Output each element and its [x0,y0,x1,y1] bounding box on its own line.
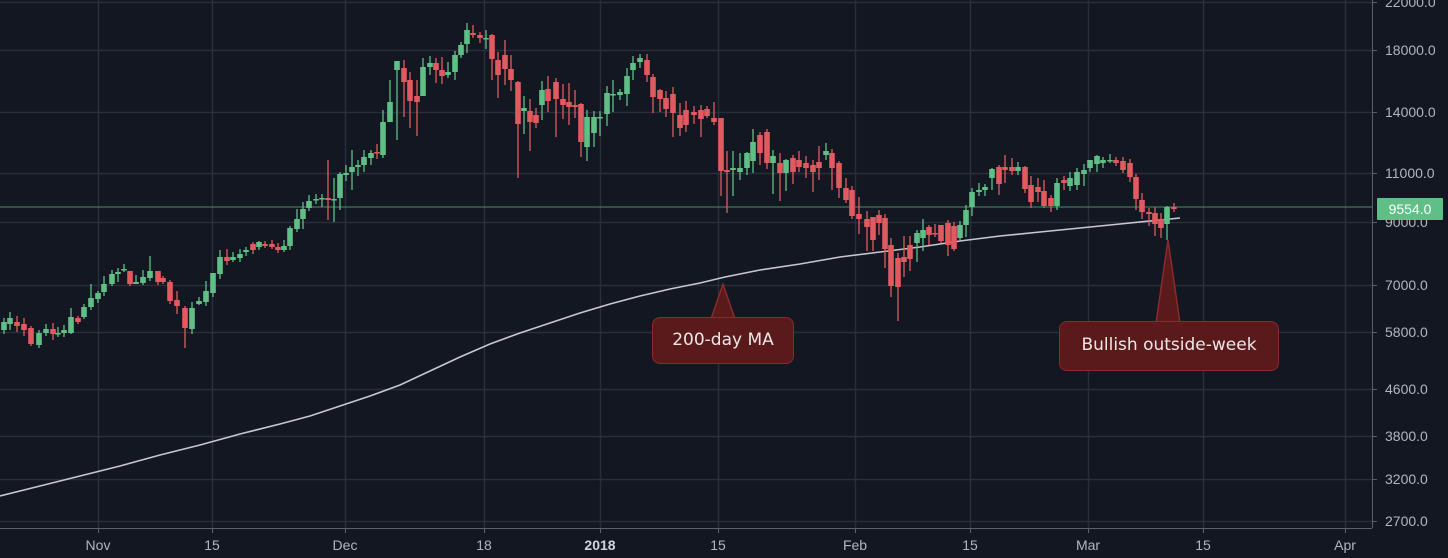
callout-pointers [709,239,1181,324]
x-tick-label: 18 [476,537,492,553]
x-tick-label: 15 [1195,537,1211,553]
axis-tick-marks [98,2,1377,533]
y-tick-label: 7000.0 [1385,277,1428,293]
x-tick-label: 15 [710,537,726,553]
y-tick-label: 3200.0 [1385,471,1428,487]
x-tick-label: 2018 [584,537,616,553]
callout-200-day-ma: 200-day MA [652,317,794,364]
y-tick-label: 4600.0 [1385,381,1428,397]
y-tick-label: 3800.0 [1385,428,1428,444]
x-tick-label: Apr [1334,537,1356,553]
candlestick-series [1,23,1177,348]
callout-200-day-ma-text: 200-day MA [672,330,774,350]
x-tick-label: Mar [1075,537,1101,553]
moving-average-200-line [0,217,1181,497]
x-tick-label: Feb [842,537,868,553]
x-tick-label: 15 [962,537,978,553]
y-tick-label: 14000.0 [1385,104,1436,120]
y-tick-label: 5800.0 [1385,324,1428,340]
x-tick-label: Nov [85,537,111,553]
x-tick-label: 15 [204,537,220,553]
callout-bullish-outside-week-text: Bullish outside-week [1081,335,1257,355]
y-tick-label: 18000.0 [1385,42,1436,58]
y-tick-label: 22000.0 [1385,0,1436,10]
x-tick-label: Dec [332,537,358,553]
y-tick-label: 11000.0 [1385,165,1435,181]
last-price-badge: 9554.0 [1377,198,1443,220]
y-tick-label: 2700.0 [1385,513,1428,529]
callout-bullish-outside-week: Bullish outside-week [1059,321,1279,371]
